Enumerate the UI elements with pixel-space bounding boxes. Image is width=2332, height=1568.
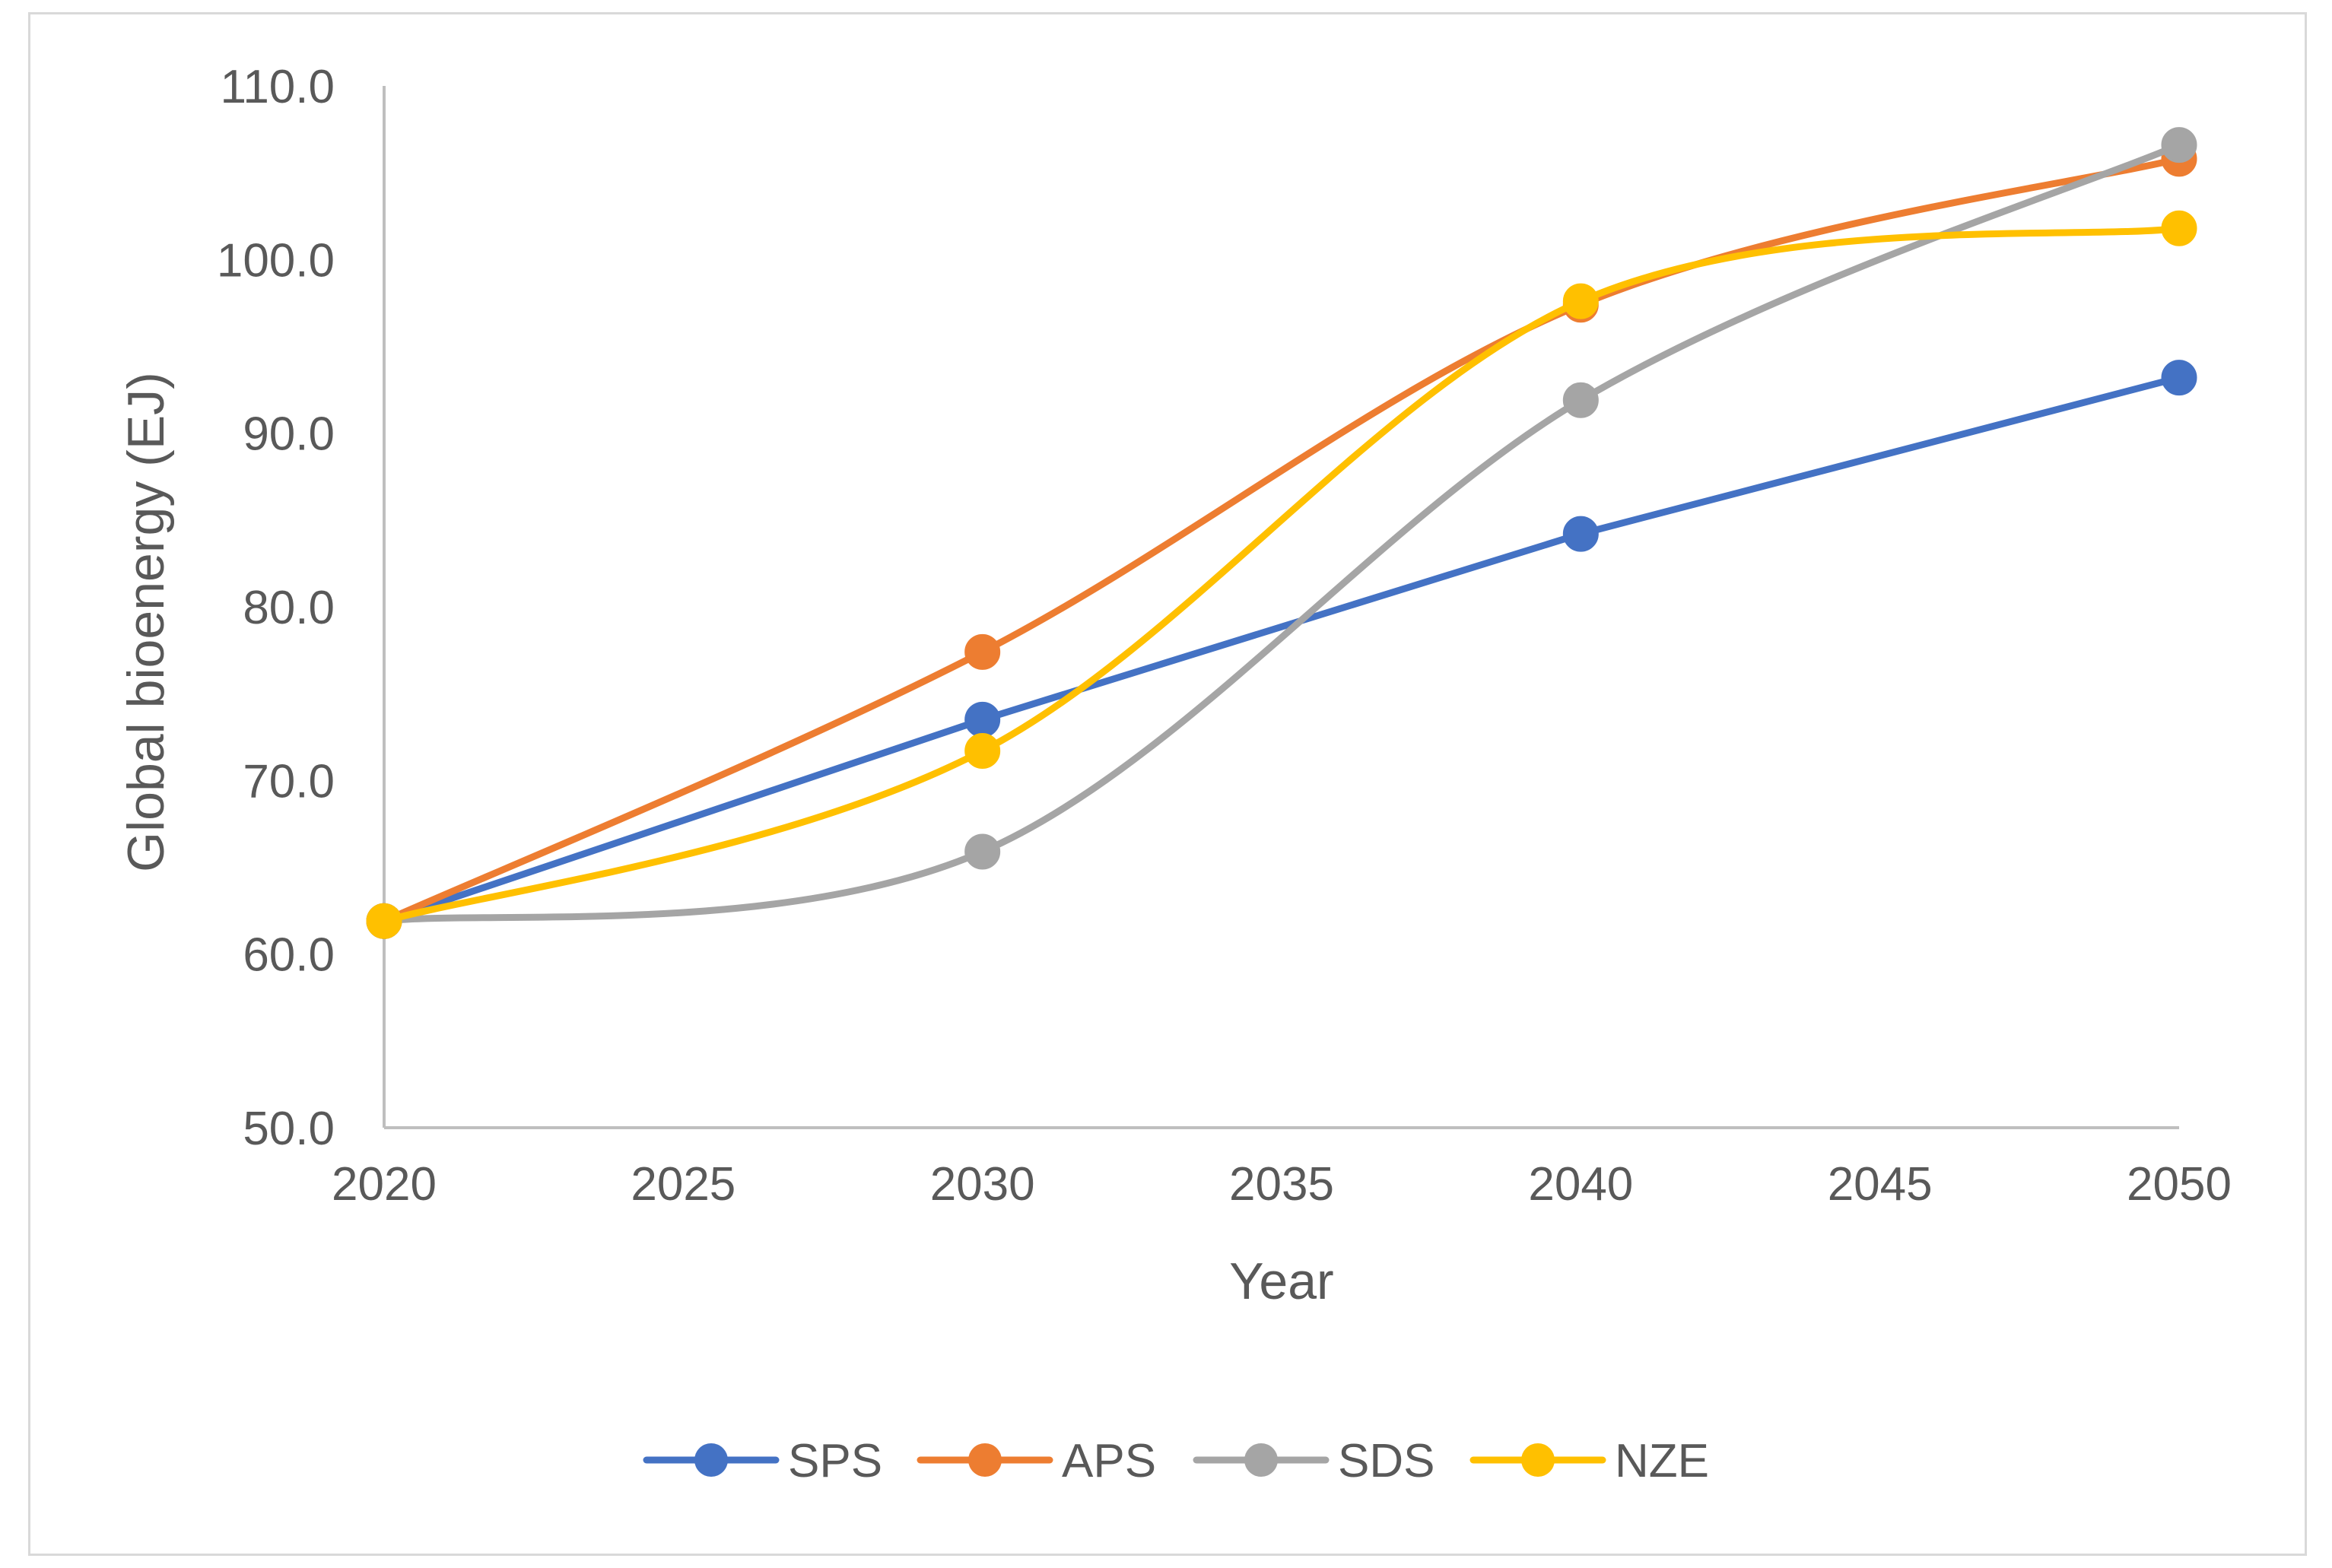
- data-point-nze: [2161, 210, 2197, 246]
- legend-marker-sps: [694, 1443, 728, 1477]
- series-line-sds: [380, 141, 2183, 925]
- data-point-sps: [1562, 516, 1599, 552]
- legend-label-sds: SDS: [1338, 1435, 1434, 1487]
- legend-item-nze: NZE: [1469, 1435, 1709, 1487]
- data-point-sds: [964, 833, 1001, 870]
- series-line-sps: [380, 374, 2183, 925]
- legend-item-aps: APS: [917, 1435, 1156, 1487]
- y-tick-label: 80.0: [243, 582, 335, 634]
- legend-marker-sds: [1244, 1443, 1278, 1477]
- legend-item-sds: SDS: [1193, 1435, 1434, 1487]
- series-line-nze: [380, 224, 2183, 925]
- legend-item-sps: SPS: [643, 1435, 882, 1487]
- data-point-sds: [2161, 127, 2197, 163]
- axes: 50.0 60.0 70.0 80.0 90.0 100.0 110.0 2020 2025 20…: [217, 61, 2232, 1211]
- legend-label-sps: SPS: [788, 1435, 882, 1487]
- series-layer: [366, 127, 2197, 939]
- series-sds: [366, 127, 2197, 939]
- series-aps: [366, 141, 2197, 939]
- x-tick-label: 2050: [2127, 1158, 2232, 1211]
- x-axis-title: Year: [1229, 1252, 1333, 1310]
- y-tick-label: 50.0: [243, 1103, 335, 1155]
- x-tick-label: 2035: [1229, 1158, 1334, 1211]
- series-line-aps: [380, 155, 2183, 925]
- y-tick-label: 90.0: [243, 408, 335, 461]
- chart-frame: [28, 12, 2307, 1556]
- y-tick-label: 60.0: [243, 929, 335, 982]
- y-tick-label: 100.0: [217, 234, 335, 287]
- x-tick-label: 2020: [332, 1158, 437, 1211]
- x-tick-label: 2045: [1828, 1158, 1933, 1211]
- legend-marker-aps: [968, 1443, 1002, 1477]
- y-axis-title: Global bioenergy (EJ): [117, 372, 175, 872]
- legend-marker-nze: [1521, 1443, 1555, 1477]
- data-point-nze: [366, 903, 402, 939]
- y-tick-label: 70.0: [243, 755, 335, 808]
- y-tick-label: 110.0: [220, 61, 335, 113]
- data-point-nze: [964, 733, 1001, 770]
- data-point-aps: [964, 633, 1001, 670]
- x-tick-label: 2040: [1528, 1158, 1633, 1211]
- x-tick-label: 2030: [930, 1158, 1035, 1211]
- legend-label-nze: NZE: [1615, 1435, 1709, 1487]
- data-point-nze: [1562, 283, 1599, 319]
- data-point-sps: [964, 701, 1001, 738]
- data-point-sps: [2161, 360, 2197, 396]
- data-point-sds: [1562, 382, 1599, 418]
- x-tick-label: 2025: [631, 1158, 736, 1211]
- series-sps: [366, 360, 2197, 939]
- legend: SPS APS SDS NZE: [643, 1435, 1709, 1487]
- series-nze: [366, 210, 2197, 939]
- legend-label-aps: APS: [1062, 1435, 1156, 1487]
